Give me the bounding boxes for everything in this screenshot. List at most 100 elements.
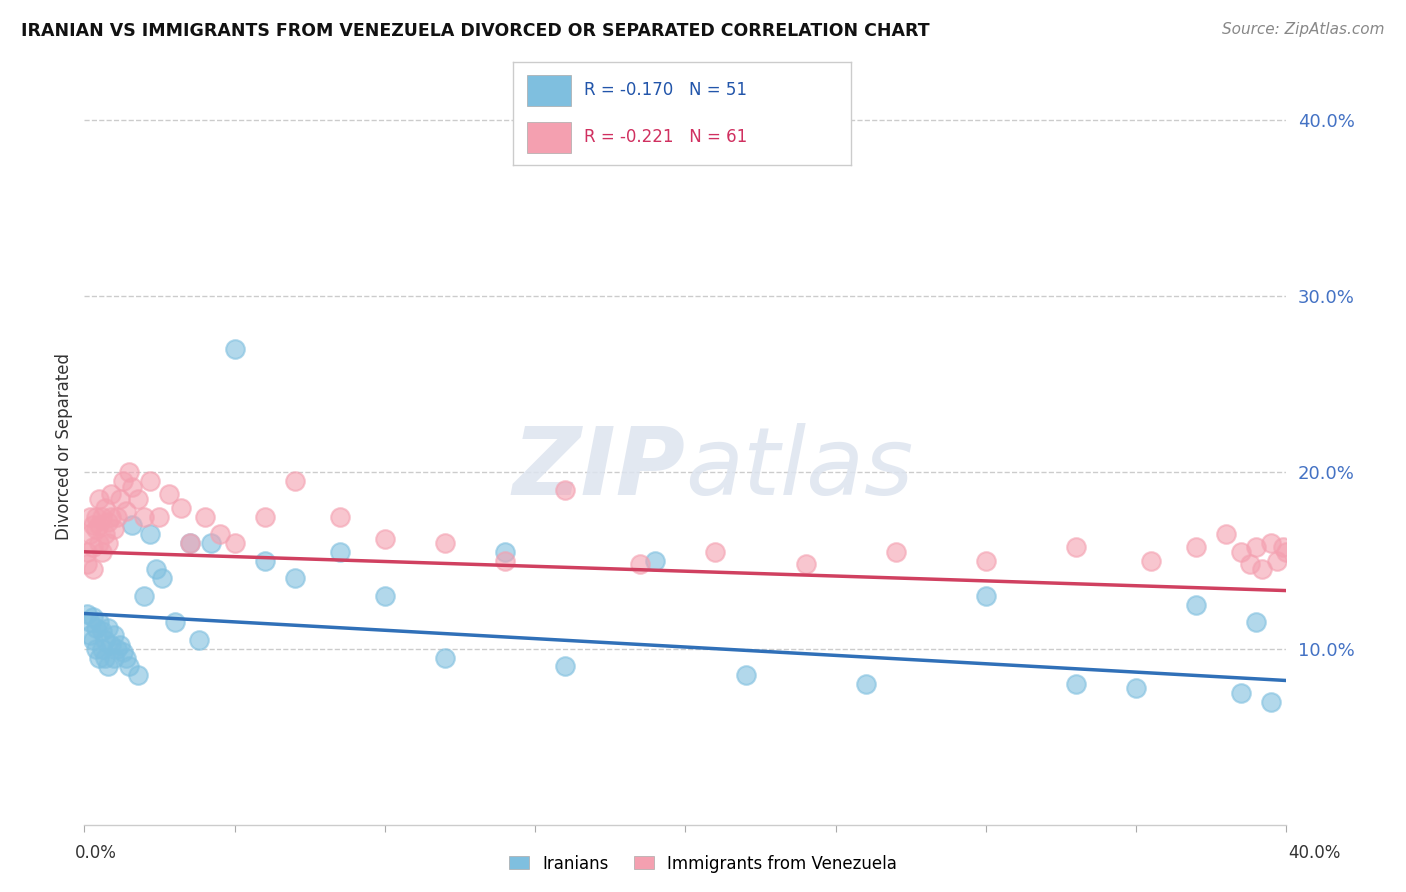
Legend: Iranians, Immigrants from Venezuela: Iranians, Immigrants from Venezuela (502, 848, 904, 880)
Point (253, 553, 276, 567)
Point (1246, 540, 1268, 554)
Point (97, 536, 120, 550)
Point (86, 641, 108, 656)
Point (554, 659, 576, 673)
Point (374, 589, 396, 603)
Point (121, 518, 143, 533)
Point (82, 632, 104, 647)
Point (187, 632, 209, 647)
Point (112, 475, 135, 489)
Point (91, 509, 114, 524)
Point (974, 589, 997, 603)
Point (794, 557, 817, 571)
Point (89, 491, 111, 506)
Point (103, 628, 125, 642)
Point (94, 632, 117, 647)
Point (434, 536, 457, 550)
Point (89, 650, 111, 665)
Point (1275, 545, 1298, 559)
Point (127, 491, 149, 506)
Point (94, 650, 117, 665)
Point (100, 638, 122, 652)
Bar (527, 122, 571, 153)
Point (1230, 545, 1253, 559)
Point (1215, 527, 1237, 541)
Point (103, 522, 125, 536)
Point (163, 615, 186, 630)
Text: 40.0%: 40.0% (1288, 844, 1341, 862)
Point (110, 638, 132, 652)
Point (110, 491, 132, 506)
Point (974, 553, 997, 567)
Point (734, 668, 756, 682)
Point (1185, 540, 1208, 554)
Point (284, 475, 307, 489)
Point (89, 518, 111, 533)
Text: IRANIAN VS IMMIGRANTS FROM VENEZUELA DIVORCED OR SEPARATED CORRELATION CHART: IRANIAN VS IMMIGRANTS FROM VENEZUELA DIV… (21, 22, 929, 40)
Point (1251, 562, 1274, 576)
Point (86, 621, 108, 635)
Point (1064, 677, 1087, 691)
Point (76, 607, 98, 621)
Point (169, 500, 191, 515)
Point (118, 466, 141, 480)
Point (1140, 553, 1163, 567)
Point (157, 486, 180, 500)
Point (1260, 695, 1282, 709)
Text: R = -0.170   N = 51: R = -0.170 N = 51 (583, 81, 747, 99)
Point (121, 479, 143, 493)
Point (1239, 557, 1261, 571)
Point (374, 533, 396, 547)
Point (1260, 536, 1282, 550)
Point (148, 509, 170, 524)
Point (97, 659, 120, 673)
Point (434, 650, 457, 665)
Point (127, 668, 149, 682)
Point (82, 540, 104, 554)
Point (1246, 615, 1268, 630)
Point (200, 536, 222, 550)
Y-axis label: Divorced or Separated: Divorced or Separated (55, 352, 73, 540)
Point (91, 624, 114, 639)
Point (76, 545, 98, 559)
Point (82, 518, 104, 533)
Text: 0.0%: 0.0% (75, 844, 117, 862)
Point (100, 509, 122, 524)
Point (253, 509, 276, 524)
Point (86, 509, 108, 524)
Point (115, 650, 138, 665)
Point (94, 527, 117, 541)
Point (494, 545, 516, 559)
Point (179, 536, 201, 550)
Point (82, 610, 104, 624)
Point (97, 621, 120, 635)
Point (139, 527, 162, 541)
Point (644, 553, 666, 567)
Point (704, 545, 727, 559)
Point (134, 589, 156, 603)
Point (89, 536, 111, 550)
Text: atlas: atlas (686, 423, 914, 515)
Point (1267, 553, 1289, 567)
Point (82, 562, 104, 576)
Point (179, 536, 201, 550)
Point (1230, 686, 1253, 700)
Point (89, 615, 111, 630)
Point (100, 486, 122, 500)
Point (91, 641, 114, 656)
Text: R = -0.221   N = 61: R = -0.221 N = 61 (583, 128, 748, 146)
Point (76, 557, 98, 571)
Point (224, 536, 246, 550)
Point (139, 475, 162, 489)
Point (112, 645, 135, 659)
Point (91, 545, 114, 559)
Point (1125, 681, 1147, 695)
Text: Source: ZipAtlas.com: Source: ZipAtlas.com (1222, 22, 1385, 37)
Point (1064, 540, 1087, 554)
Point (79, 527, 101, 541)
Point (194, 509, 217, 524)
Point (554, 483, 576, 497)
Point (855, 677, 877, 691)
Point (79, 615, 101, 630)
Point (329, 509, 352, 524)
